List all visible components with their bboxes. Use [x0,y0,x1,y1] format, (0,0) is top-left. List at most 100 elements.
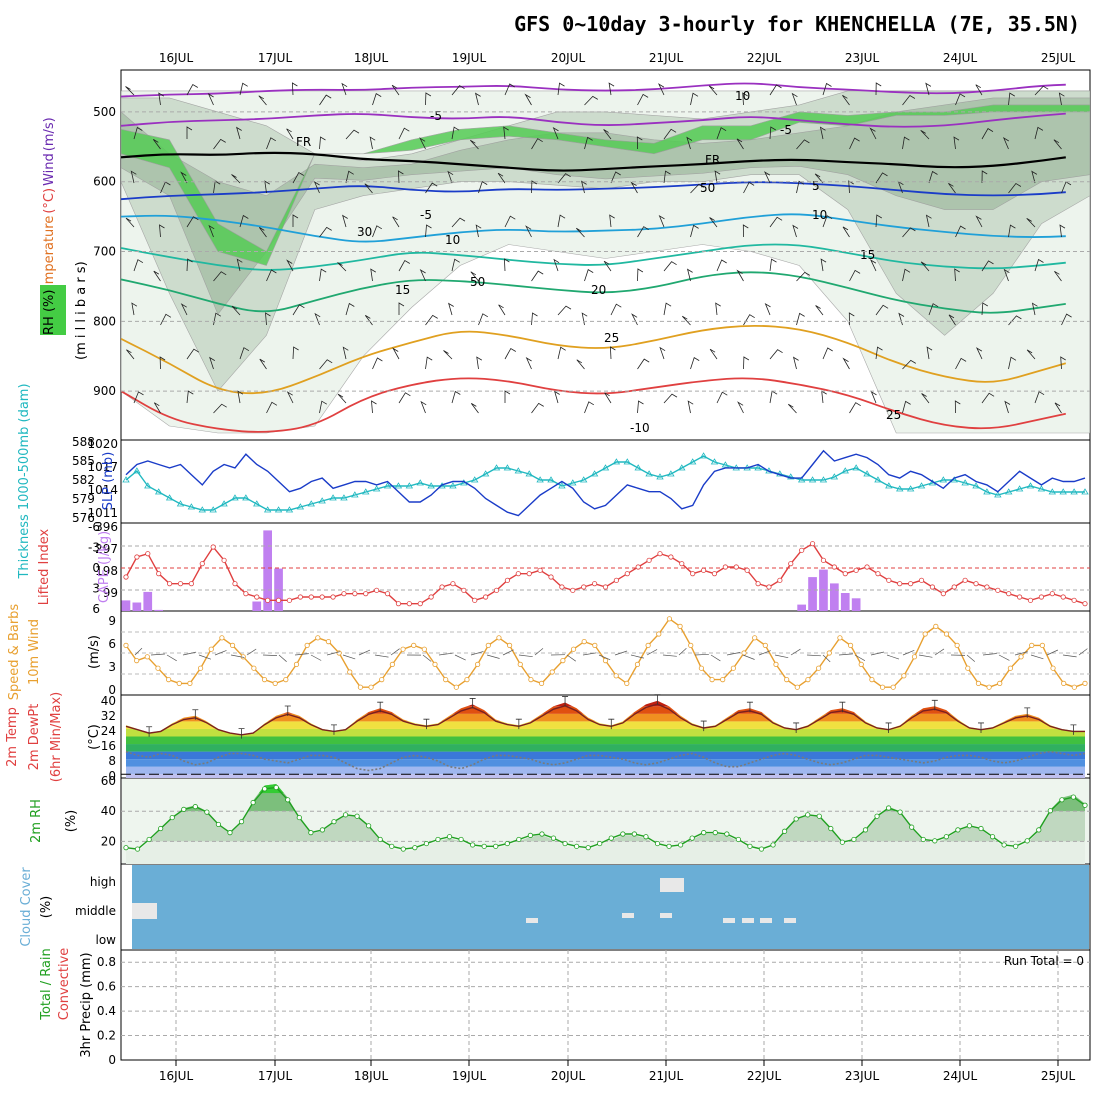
lifted-index-point [820,557,827,563]
rh2m-point [169,814,175,821]
wind-barb [553,258,560,272]
date-label-top: 17JUL [258,51,293,65]
li-tick: 3 [92,582,100,596]
rh2m-point [793,816,799,822]
wind-barb [576,227,585,238]
thickness-point [154,488,163,495]
wind-speed-point [389,661,395,668]
rh2m-point [134,846,141,852]
li-ylabel: Lifted Index [37,528,52,605]
wind-speed-point [538,680,545,687]
wind-speed-point [1061,680,1067,687]
surface-wind-barb [454,654,466,661]
wind-barb [133,259,144,272]
wind-barb [1058,92,1065,106]
wind-barb [975,84,983,96]
panel-frame-precip [120,949,1091,1061]
isotherm-FR [121,151,1066,172]
temp-tick: 8 [108,754,116,768]
surface-wind-barb [566,654,577,662]
thickness-point [961,479,969,486]
surface-wind-barb [630,654,644,659]
wind-barb [342,214,348,228]
wind-barb [180,303,188,316]
wind-barb [708,85,718,96]
surface-wind-barb [278,654,287,662]
wind-barb [286,128,294,140]
lifted-index-point [319,594,325,600]
thickness-tick: 579 [72,492,95,506]
wind-barb [848,180,854,194]
rh2m-point [215,821,222,828]
wind-barb [1004,400,1011,414]
contour-label: 15 [860,248,875,262]
wind-barb [1034,258,1044,272]
ylabel-part: Wind [42,153,57,186]
wind-barb [875,172,888,184]
thickness-point [481,470,490,477]
rh-legend: RH (%) [42,290,57,335]
thickness-point [503,464,512,471]
wind-barb [791,92,798,106]
wind-barb [690,92,699,106]
precip-legend-rain: Total / Rain [39,948,54,1021]
lifted-index-point [145,551,151,557]
wind-barb [637,93,649,106]
wind-barb [186,348,200,360]
thickness-point [656,473,664,480]
thickness-point [699,452,708,459]
temp-unit: (°C) [87,724,102,750]
wind-barb [743,356,750,370]
wind-ylabel: Speed & Barbs [7,604,22,701]
thickness-point [1015,485,1024,492]
rh2m-point [816,813,822,819]
lifted-index-point [973,581,979,587]
wind-barb [213,403,227,414]
wind-speed-point [485,642,491,649]
wind-speed-point [688,642,694,649]
minmax-marker [330,724,337,735]
wind-barb [663,393,678,404]
wind-barb [531,312,538,326]
lifted-index-point [374,587,380,593]
surface-wind-barb [822,654,831,663]
thickness-point [362,488,370,495]
rh2m-point [932,838,938,844]
surface-wind-barb [438,652,453,656]
rh2m-point [897,809,903,815]
wind-speed-point [890,684,896,690]
lifted-index-point [493,587,500,593]
thickness-point [471,476,479,483]
thickness-point [634,464,642,471]
slp-ylabel-text: SLP (mb) [101,452,116,511]
surface-wind-barb [534,648,544,656]
wind-barb [796,180,805,194]
wind-barb [849,137,860,150]
wind-barb [687,400,694,414]
date-label-top: 16JUL [159,51,194,65]
surface-wind-barb [678,647,687,656]
wind-unit-text: (m/s) [87,635,102,669]
contour-label: 25 [604,331,619,345]
wind-barb [955,93,966,106]
cape-bar [808,577,817,611]
contour-label: -5 [420,208,432,222]
pressure-tick-label: 800 [93,314,116,328]
rh2m-point [689,835,695,841]
lifted-index-point [308,594,314,600]
wind-barb [637,226,649,238]
wind-barb [1054,270,1062,282]
minmax-marker [700,720,707,732]
rh-ylabel: 2m RH [29,799,44,843]
wind-speed-point [549,669,555,675]
thickness-ylabel: Thickness 1000-500mb (dam) [17,383,32,579]
wind-barb [231,174,241,184]
isotherm-25 [121,324,1067,395]
wind-barb [737,401,744,414]
temp-ylabel: 2m Temp [5,707,20,767]
dewpt-ylabel-text: 2m DewPt [27,704,42,771]
contour-label: -5 [430,109,442,123]
wind-barb [584,401,595,414]
rh2m-point [435,836,441,843]
wind-barb [1061,313,1072,326]
